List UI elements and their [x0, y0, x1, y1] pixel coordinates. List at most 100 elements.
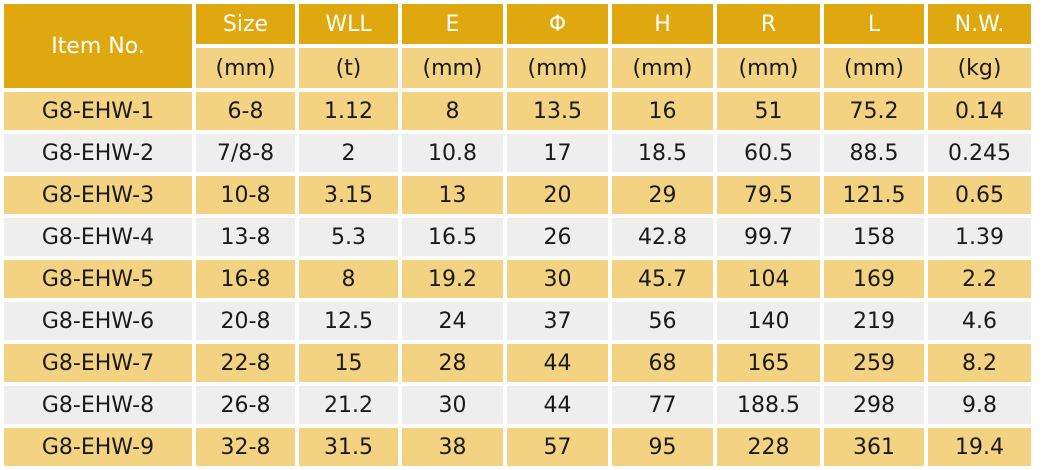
table-row: G8-EHW-2 7/8-8 2 10.8 17 18.5 60.5 88.5 … [4, 134, 1031, 172]
item-no-header: Item No. [4, 4, 192, 88]
table-row: G8-EHW-7 22-8 15 28 44 68 165 259 8.2 [4, 344, 1031, 382]
cell-phi: 26 [507, 218, 608, 256]
table-row: G8-EHW-3 10-8 3.15 13 20 29 79.5 121.5 0… [4, 176, 1031, 214]
cell-l: 298 [824, 386, 924, 424]
cell-l: 259 [824, 344, 924, 382]
cell-item-no: G8-EHW-6 [4, 302, 192, 340]
header-row-names: Item No. Size WLL E Φ H R L N.W. [4, 4, 1031, 88]
table-row: G8-EHW-1 6-8 1.12 8 13.5 16 51 75.2 0.14 [4, 92, 1031, 130]
cell-size: 20-8 [196, 302, 295, 340]
cell-phi: 44 [507, 344, 608, 382]
column-header-size: Size [196, 4, 295, 44]
column-header-nw: N.W. [928, 4, 1031, 44]
unit-wll: (t) [299, 48, 398, 88]
cell-r: 79.5 [717, 176, 820, 214]
cell-e: 28 [402, 344, 503, 382]
column-header-h: H [612, 4, 713, 44]
cell-h: 42.8 [612, 218, 713, 256]
cell-r: 228 [717, 428, 820, 466]
cell-nw: 1.39 [928, 218, 1031, 256]
cell-item-no: G8-EHW-2 [4, 134, 192, 172]
cell-r: 104 [717, 260, 820, 298]
cell-r: 99.7 [717, 218, 820, 256]
cell-l: 75.2 [824, 92, 924, 130]
unit-phi: (mm) [507, 48, 608, 88]
cell-h: 56 [612, 302, 713, 340]
cell-size: 16-8 [196, 260, 295, 298]
column-header-r: R [717, 4, 820, 44]
unit-l: (mm) [824, 48, 924, 88]
cell-h: 77 [612, 386, 713, 424]
cell-e: 24 [402, 302, 503, 340]
cell-h: 16 [612, 92, 713, 130]
cell-h: 95 [612, 428, 713, 466]
unit-r: (mm) [717, 48, 820, 88]
cell-phi: 13.5 [507, 92, 608, 130]
unit-e: (mm) [402, 48, 503, 88]
cell-item-no: G8-EHW-4 [4, 218, 192, 256]
cell-phi: 17 [507, 134, 608, 172]
table-row: G8-EHW-5 16-8 8 19.2 30 45.7 104 169 2.2 [4, 260, 1031, 298]
cell-nw: 0.245 [928, 134, 1031, 172]
cell-item-no: G8-EHW-3 [4, 176, 192, 214]
cell-wll: 12.5 [299, 302, 398, 340]
table-header: Item No. Size WLL E Φ H R L N.W. (mm) (t… [4, 4, 1031, 88]
unit-nw: (kg) [928, 48, 1031, 88]
cell-wll: 21.2 [299, 386, 398, 424]
cell-item-no: G8-EHW-9 [4, 428, 192, 466]
cell-nw: 2.2 [928, 260, 1031, 298]
cell-phi: 44 [507, 386, 608, 424]
cell-e: 30 [402, 386, 503, 424]
cell-e: 19.2 [402, 260, 503, 298]
cell-size: 7/8-8 [196, 134, 295, 172]
column-header-phi: Φ [507, 4, 608, 44]
table-row: G8-EHW-8 26-8 21.2 30 44 77 188.5 298 9.… [4, 386, 1031, 424]
cell-h: 45.7 [612, 260, 713, 298]
cell-size: 6-8 [196, 92, 295, 130]
cell-item-no: G8-EHW-7 [4, 344, 192, 382]
cell-phi: 20 [507, 176, 608, 214]
unit-size: (mm) [196, 48, 295, 88]
cell-l: 361 [824, 428, 924, 466]
cell-r: 165 [717, 344, 820, 382]
column-header-e: E [402, 4, 503, 44]
cell-e: 13 [402, 176, 503, 214]
cell-r: 51 [717, 92, 820, 130]
table-row: G8-EHW-9 32-8 31.5 38 57 95 228 361 19.4 [4, 428, 1031, 466]
cell-wll: 31.5 [299, 428, 398, 466]
cell-l: 88.5 [824, 134, 924, 172]
cell-r: 188.5 [717, 386, 820, 424]
cell-size: 10-8 [196, 176, 295, 214]
cell-item-no: G8-EHW-5 [4, 260, 192, 298]
cell-l: 219 [824, 302, 924, 340]
cell-phi: 57 [507, 428, 608, 466]
cell-wll: 1.12 [299, 92, 398, 130]
header-row-units: (mm) (t) (mm) (mm) (mm) (mm) (mm) (kg) [4, 48, 1031, 88]
cell-size: 32-8 [196, 428, 295, 466]
cell-item-no: G8-EHW-8 [4, 386, 192, 424]
table-row: G8-EHW-6 20-8 12.5 24 37 56 140 219 4.6 [4, 302, 1031, 340]
cell-e: 16.5 [402, 218, 503, 256]
cell-phi: 37 [507, 302, 608, 340]
cell-h: 29 [612, 176, 713, 214]
column-header-l: L [824, 4, 924, 44]
cell-wll: 15 [299, 344, 398, 382]
cell-r: 60.5 [717, 134, 820, 172]
cell-nw: 8.2 [928, 344, 1031, 382]
cell-item-no: G8-EHW-1 [4, 92, 192, 130]
table-row: G8-EHW-4 13-8 5.3 16.5 26 42.8 99.7 158 … [4, 218, 1031, 256]
cell-nw: 0.65 [928, 176, 1031, 214]
cell-size: 22-8 [196, 344, 295, 382]
cell-nw: 0.14 [928, 92, 1031, 130]
cell-wll: 2 [299, 134, 398, 172]
cell-wll: 5.3 [299, 218, 398, 256]
cell-nw: 9.8 [928, 386, 1031, 424]
table-body: G8-EHW-1 6-8 1.12 8 13.5 16 51 75.2 0.14… [4, 92, 1031, 466]
cell-e: 8 [402, 92, 503, 130]
cell-nw: 4.6 [928, 302, 1031, 340]
cell-l: 158 [824, 218, 924, 256]
column-header-wll: WLL [299, 4, 398, 44]
cell-l: 121.5 [824, 176, 924, 214]
cell-l: 169 [824, 260, 924, 298]
